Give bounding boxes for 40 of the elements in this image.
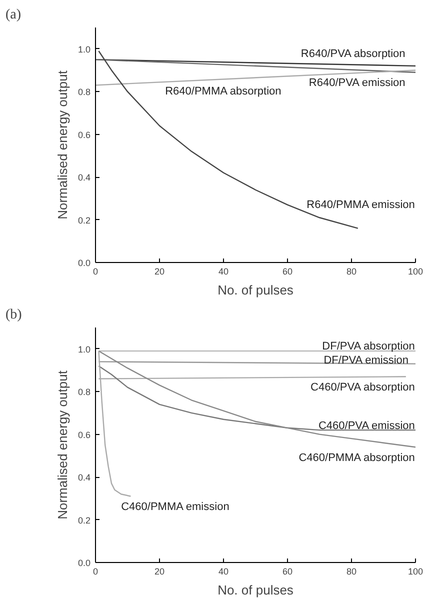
y-tick-label: 0.0: [78, 558, 91, 568]
y-tick-label: 0.2: [78, 215, 91, 226]
x-tick-label: 20: [154, 566, 165, 576]
y-tick-label: 0.8: [78, 387, 91, 398]
y-tick-label: 1.0: [78, 344, 91, 354]
x-tick-label: 40: [218, 566, 229, 576]
series-label: R640/PMMA emission: [306, 198, 415, 211]
x-tick-label: 60: [282, 266, 293, 276]
y-tick-label: 0.4: [78, 472, 91, 483]
x-axis-title: No. of pulses: [218, 582, 294, 598]
series-label: R640/PVA absorption: [300, 48, 406, 60]
x-tick-label: 80: [346, 266, 357, 276]
y-tick-label: 0.0: [78, 258, 91, 268]
series-label: C460/PMMA emission: [121, 500, 230, 513]
x-tick-label: 60: [282, 566, 293, 576]
series-label: DF/PVA emission: [324, 354, 409, 367]
x-tick-label: 100: [408, 266, 424, 276]
x-tick-label: 80: [346, 566, 357, 576]
y-tick-label: 0.6: [78, 130, 91, 140]
x-tick-label: 20: [154, 266, 165, 276]
text: (b): [6, 308, 22, 322]
series-label: R640/PVA emission: [308, 77, 406, 90]
series-label: R640/PMMA absorption: [165, 86, 282, 98]
y-tick-label: 0.8: [78, 87, 91, 98]
y-tick-label: 0.4: [78, 172, 91, 183]
series-label: DF/PVA absorption: [322, 340, 415, 353]
x-tick-label: 100: [408, 566, 424, 576]
x-tick-label: 0: [92, 266, 98, 276]
y-axis-title: Normalised energy output: [54, 70, 70, 220]
y-tick-label: 1.0: [78, 44, 91, 54]
x-axis-title: No. of pulses: [218, 282, 294, 298]
y-tick-label: 0.2: [78, 515, 91, 526]
y-axis-title: Normalised energy output: [54, 370, 70, 520]
x-tick-label: 0: [92, 566, 98, 576]
series-label: C460/PVA absorption: [310, 381, 415, 394]
text: (a): [6, 8, 22, 22]
x-tick-label: 40: [218, 266, 229, 276]
y-tick-label: 0.6: [78, 430, 91, 440]
series-label: C460/PMMA absorption: [298, 452, 415, 464]
series-label: C460/PVA emission: [318, 420, 415, 432]
